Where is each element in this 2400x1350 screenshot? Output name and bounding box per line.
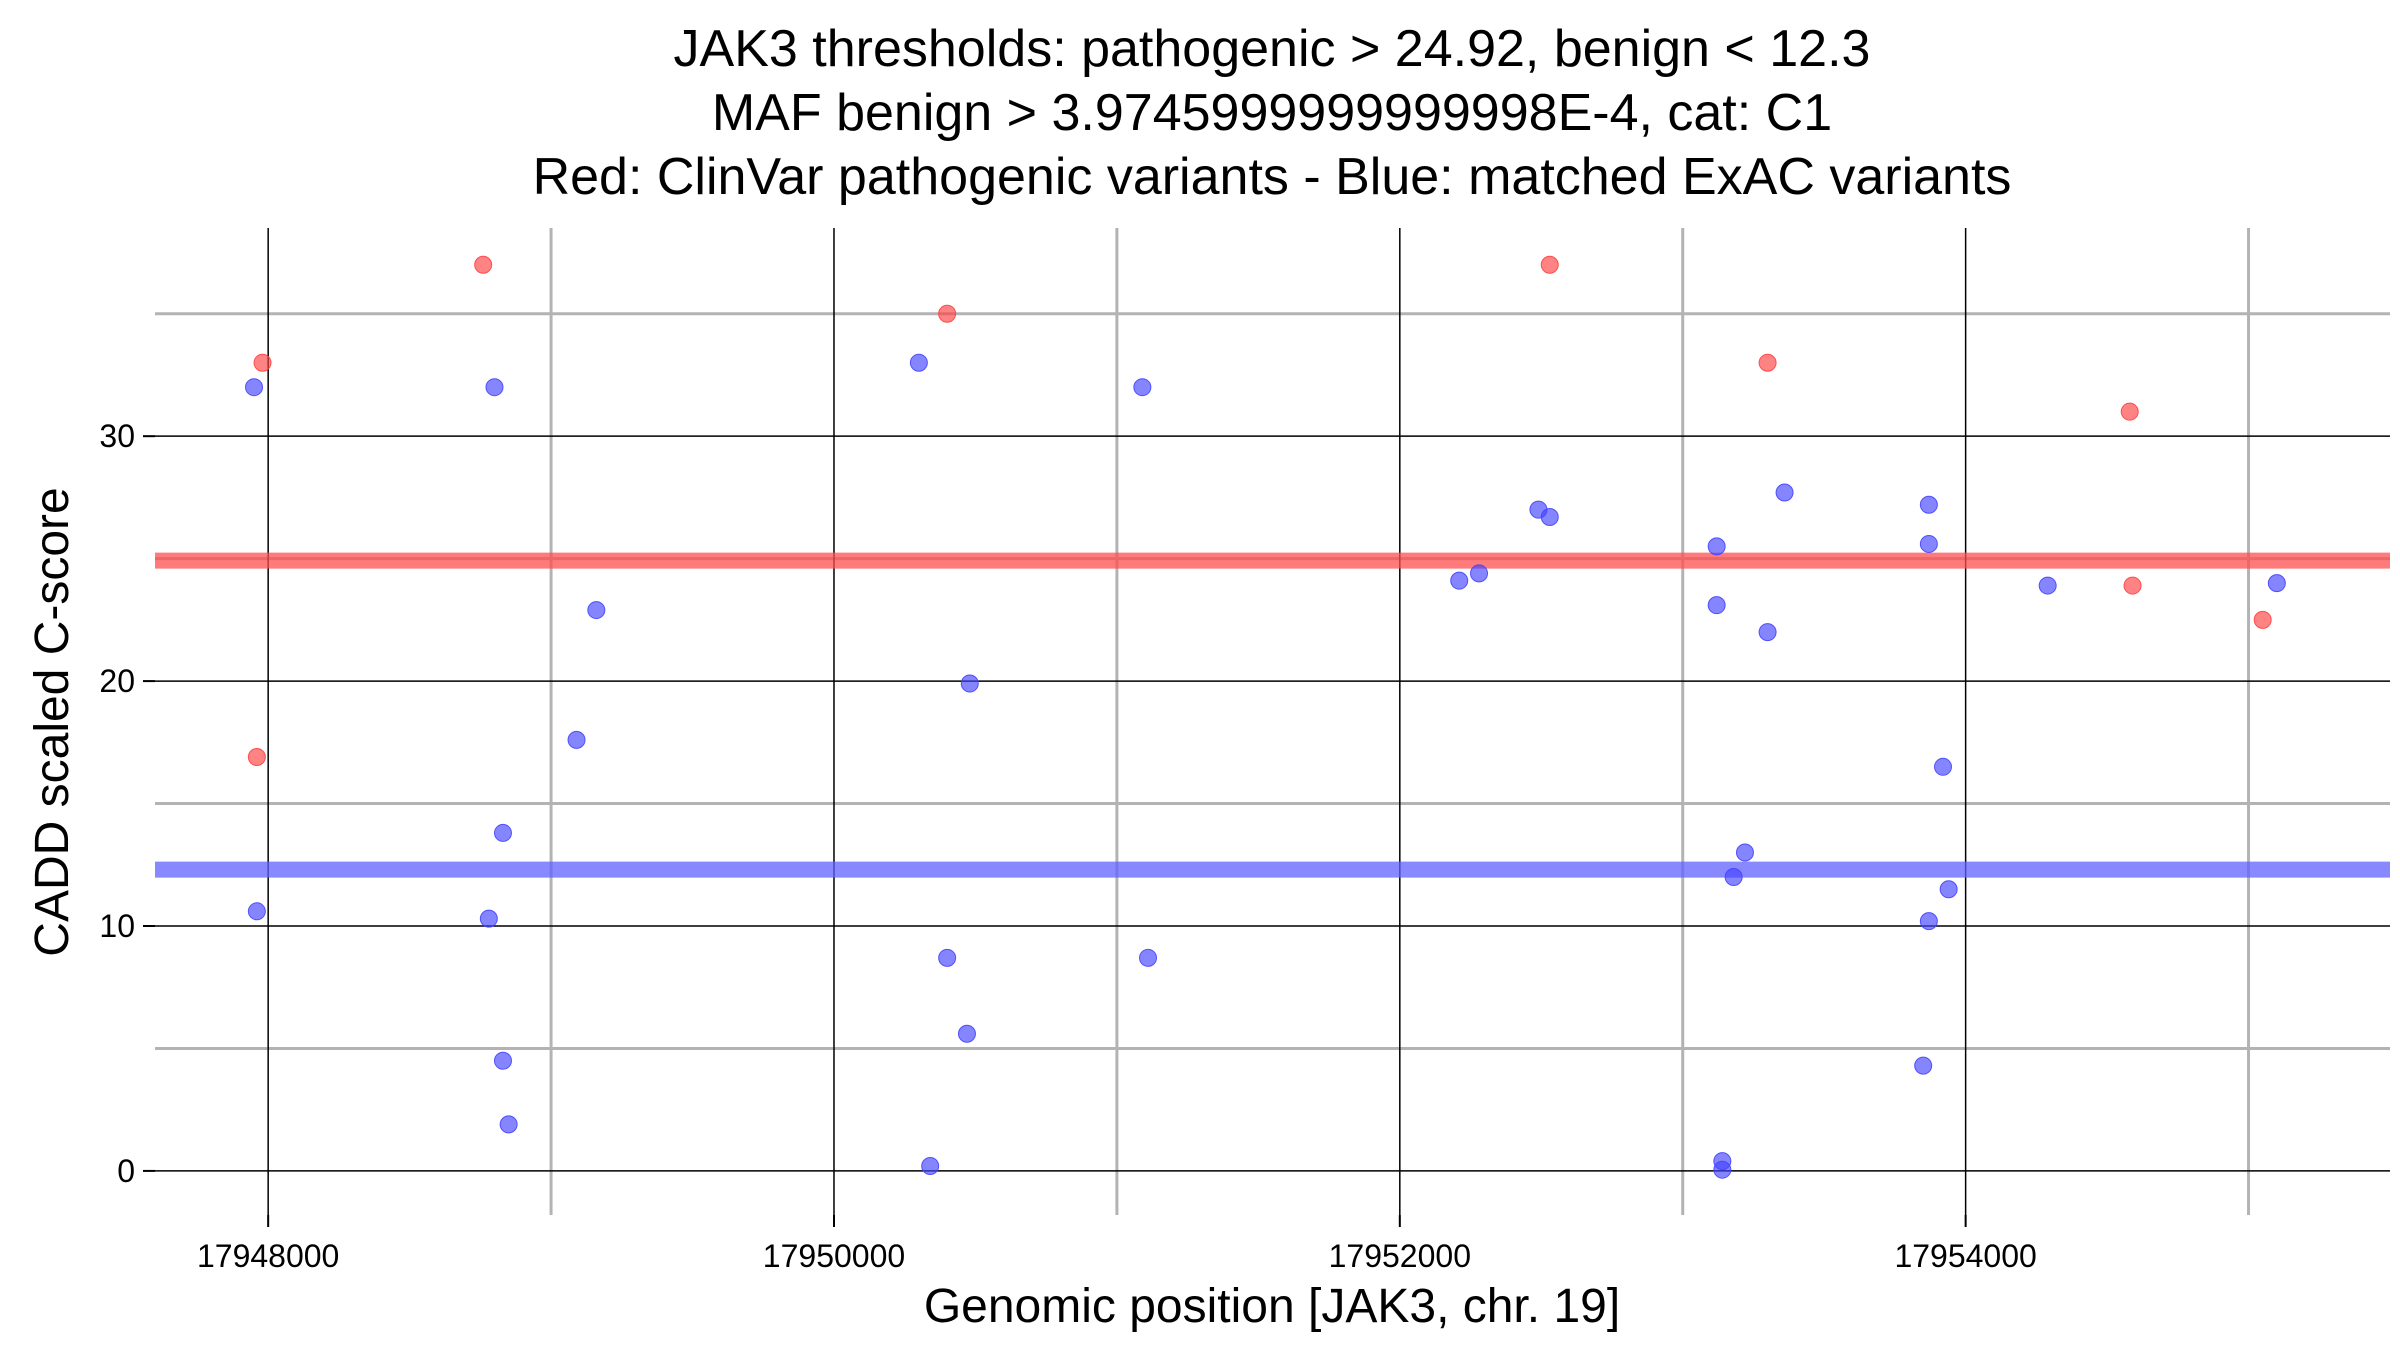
data-point [938, 948, 957, 967]
major-gridlines [155, 228, 2390, 1215]
data-point [960, 674, 979, 693]
data-point [921, 1157, 940, 1176]
x-tick-label: 17948000 [197, 1238, 339, 1274]
y-tick-label: 0 [117, 1153, 135, 1189]
data-point [493, 1051, 512, 1070]
y-tick-label: 10 [99, 908, 135, 944]
data-point [1470, 564, 1489, 583]
data-point [247, 748, 266, 767]
data-point [2253, 610, 2272, 629]
data-point [1758, 623, 1777, 642]
data-point [247, 902, 266, 921]
chart-title: JAK3 thresholds: pathogenic > 24.92, ben… [533, 20, 2012, 206]
x-tick-label: 17950000 [763, 1238, 905, 1274]
data-point [1939, 880, 1958, 899]
data-point [1707, 596, 1726, 615]
title-line-3: Red: ClinVar pathogenic variants - Blue:… [533, 148, 2012, 206]
x-tick-label: 17952000 [1329, 1238, 1471, 1274]
x-axis-label: Genomic position [JAK3, chr. 19] [924, 1280, 1620, 1333]
data-point [253, 353, 272, 372]
minor-gridlines [155, 228, 2390, 1215]
data-point [1139, 948, 1158, 967]
data-point [245, 378, 264, 397]
data-point [2123, 576, 2142, 595]
data-point [1707, 537, 1726, 556]
data-points [245, 255, 2286, 1179]
data-point [1133, 378, 1152, 397]
x-tick-label: 17954000 [1894, 1238, 2036, 1274]
y-axis-label: CADD scaled C-score [26, 487, 79, 956]
data-point [1775, 483, 1794, 502]
data-point [2038, 576, 2057, 595]
data-point [1758, 353, 1777, 372]
data-point [567, 730, 586, 749]
data-point [2120, 402, 2139, 421]
data-point [1713, 1160, 1732, 1179]
data-point [1724, 868, 1743, 887]
data-point [1540, 255, 1559, 274]
data-point [1540, 507, 1559, 526]
data-point [493, 823, 512, 842]
title-line-2: MAF benign > 3.9745999999999998E-4, cat:… [712, 84, 1832, 142]
data-point [1450, 571, 1469, 590]
data-point [2267, 574, 2286, 593]
y-tick-label: 30 [99, 418, 135, 454]
title-line-1: JAK3 thresholds: pathogenic > 24.92, ben… [674, 20, 1871, 78]
data-point [909, 353, 928, 372]
data-point [938, 304, 957, 323]
data-point [1919, 534, 1938, 553]
data-point [1919, 495, 1938, 514]
data-point [1934, 757, 1952, 776]
data-point [1919, 912, 1938, 931]
threshold-lines [155, 552, 2390, 878]
x-axis-ticks: 17948000 17950000 17952000 17954000 [197, 1215, 2037, 1274]
data-point [587, 601, 606, 620]
y-axis-ticks: 0 10 20 30 [99, 418, 155, 1189]
data-point [479, 909, 498, 928]
data-point [1914, 1056, 1933, 1075]
data-point [957, 1024, 976, 1043]
data-point [1735, 843, 1754, 862]
y-tick-label: 20 [99, 663, 135, 699]
data-point [485, 378, 504, 397]
data-point [474, 255, 493, 274]
data-point [499, 1115, 518, 1134]
